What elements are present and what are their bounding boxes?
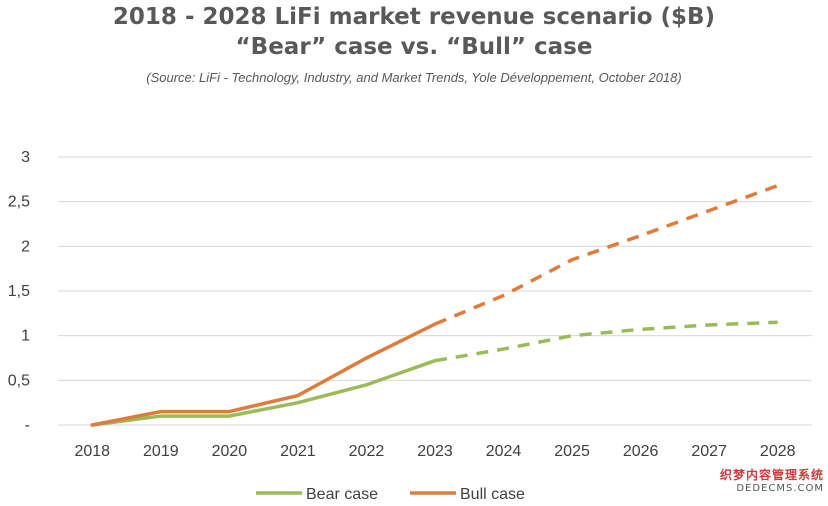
y-tick-label: 2 [21,238,30,255]
x-tick-label: 2024 [486,443,522,460]
gridlines [58,156,812,426]
bear-case-line-actual [90,358,437,427]
y-tick-label: 3 [21,149,30,166]
x-tick-label: 2022 [349,443,385,460]
y-tick-label: 1 [21,328,30,345]
x-tick-label: 2020 [212,443,248,460]
x-tick-label: 2025 [554,443,590,460]
bull-case-line-forecast [434,183,779,326]
y-tick-label: - [25,417,30,434]
x-tick-label: 2027 [691,443,727,460]
chart-subtitle: “Bear” case vs. “Bull” case [235,34,593,60]
watermark-line1: 织梦内容管理系统 [719,468,824,482]
bull-case-line-actual [90,322,437,427]
legend: Bear case Bull case [256,486,525,503]
x-axis-ticks: 2018 2019 2020 2021 2022 2023 2024 2025 2026 2027… [74,443,795,460]
x-tick-label: 2028 [760,443,796,460]
watermark-logo: 织梦内容管理系统 DEDECMS.COM [720,466,824,494]
bull-case-legend-label: Bull case [460,486,525,503]
y-tick-label: 2,5 [8,194,30,211]
y-tick-label: 0,5 [8,372,30,389]
chart-header: 2018 - 2028 LiFi market revenue scenario… [0,0,828,85]
x-tick-label: 2026 [623,443,659,460]
x-tick-label: 2021 [280,443,316,460]
y-axis-ticks: - 0,5 1 1,5 2 2,5 3 [8,149,30,434]
x-tick-label: 2019 [143,443,179,460]
watermark-line2: DEDECMS.COM [736,483,824,494]
x-tick-label: 2023 [417,443,453,460]
bear-case-line-forecast [434,320,778,363]
chart-source: (Source: LiFi - Technology, Industry, an… [146,70,682,85]
series-lines [90,183,779,427]
y-tick-label: 1,5 [8,283,30,300]
x-tick-label: 2018 [74,443,110,460]
bear-case-legend-label: Bear case [306,486,378,503]
chart-title: 2018 - 2028 LiFi market revenue scenario… [112,4,716,30]
